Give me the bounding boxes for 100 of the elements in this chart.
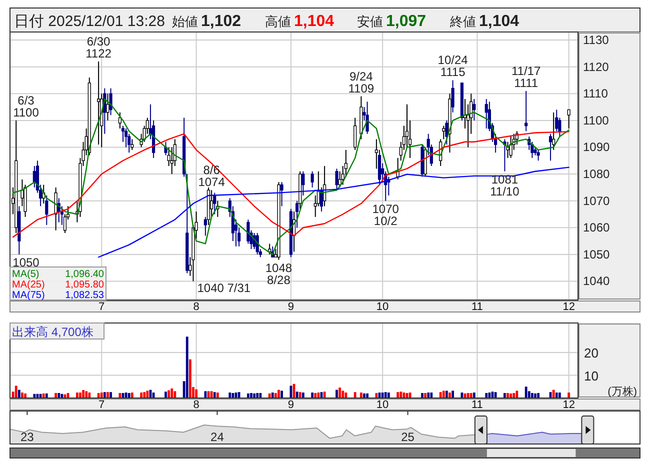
y-tick-label: 1080	[583, 167, 610, 182]
x-tick-label: 25	[401, 430, 415, 444]
bar	[76, 392, 78, 398]
bar	[466, 393, 470, 398]
bar	[442, 390, 445, 398]
candlestick	[548, 133, 552, 162]
bar	[253, 393, 256, 398]
bar	[311, 392, 314, 398]
bar	[97, 393, 100, 398]
candlestick	[106, 93, 110, 121]
text: 日付 2025/12/01 13:28	[14, 13, 165, 30]
bar	[213, 392, 216, 398]
bar	[387, 392, 390, 398]
candlestick	[552, 112, 556, 150]
bar	[558, 392, 561, 398]
y-tick-label: 1110	[583, 86, 608, 101]
x-tick-label: 9	[288, 301, 294, 313]
text: MA(75) 1,082.53	[12, 290, 104, 301]
line-series	[12, 131, 570, 238]
bar	[42, 393, 45, 398]
bar	[314, 393, 317, 398]
bar	[470, 393, 472, 398]
bar	[421, 393, 424, 398]
candlestick	[536, 149, 540, 162]
x-tick-label: 8	[193, 399, 200, 411]
bar	[168, 390, 170, 398]
bar	[268, 393, 271, 398]
bar	[246, 393, 250, 398]
bar	[439, 392, 442, 398]
bar	[278, 390, 280, 398]
bar	[354, 392, 356, 398]
bar	[524, 386, 528, 398]
bar	[110, 392, 112, 398]
candlestick	[45, 194, 48, 226]
line-series	[98, 166, 570, 258]
annotation: 1081 11/10	[490, 172, 520, 198]
y-axis-title: (万株)	[608, 385, 637, 398]
bar	[512, 393, 516, 398]
x-tick-label: 11	[472, 399, 483, 411]
x-tick-label: 9	[288, 399, 294, 411]
candlestick	[130, 138, 134, 150]
candlestick	[210, 190, 214, 218]
bar	[256, 393, 259, 398]
bar	[472, 392, 476, 398]
bar	[516, 390, 518, 398]
bar	[510, 393, 512, 398]
bar	[290, 386, 292, 398]
candlestick	[109, 88, 112, 116]
bar	[504, 393, 506, 398]
y-tick-label: 20	[584, 346, 598, 361]
x-tick-label: 8	[193, 301, 200, 313]
candlestick	[302, 170, 305, 196]
y-tick-label: 1060	[583, 220, 610, 235]
candlestick	[296, 200, 299, 228]
candlestick	[484, 98, 488, 129]
y-tick-label: 1120	[583, 60, 610, 74]
bar	[21, 392, 24, 398]
bar	[118, 393, 122, 398]
bar	[363, 393, 366, 398]
bar	[250, 393, 252, 398]
candlestick	[374, 138, 378, 170]
bar	[24, 393, 26, 398]
y-tick-label: 1130	[583, 33, 610, 48]
bar	[204, 391, 207, 398]
bar	[344, 392, 348, 398]
bar	[336, 390, 338, 398]
annotation: 9/24 1109	[348, 69, 374, 96]
candlestick	[451, 80, 454, 113]
bar	[228, 392, 232, 398]
x-tick-label: 11	[472, 301, 483, 313]
bar	[54, 393, 58, 398]
bar	[396, 392, 400, 398]
annotation: 10/24 1115	[438, 53, 468, 80]
annotation: 6/3 1100	[13, 93, 40, 120]
candlestick	[164, 141, 168, 156]
bar	[568, 392, 570, 398]
candlestick	[354, 117, 357, 150]
annotation: 1048 8/28	[265, 260, 292, 287]
bar	[384, 392, 387, 398]
bar	[106, 392, 109, 398]
bar	[174, 391, 176, 398]
y-tick-label: 1040	[583, 274, 610, 288]
x-tick-label: 23	[20, 430, 34, 444]
bar	[506, 393, 509, 398]
bar	[14, 386, 18, 398]
bar	[195, 389, 198, 398]
candlestick	[32, 166, 36, 188]
candlestick	[335, 168, 338, 191]
bar	[79, 392, 82, 398]
bar	[60, 394, 64, 398]
bar	[488, 392, 491, 398]
annotation: 1050	[12, 255, 40, 270]
bar	[338, 388, 342, 398]
bar	[298, 392, 302, 398]
bar	[164, 392, 167, 398]
candlestick	[524, 90, 528, 132]
candlestick	[506, 141, 510, 158]
annotation: 1070 10/2	[372, 202, 400, 228]
text: 終値 1,104	[449, 13, 520, 30]
bar	[400, 392, 402, 398]
